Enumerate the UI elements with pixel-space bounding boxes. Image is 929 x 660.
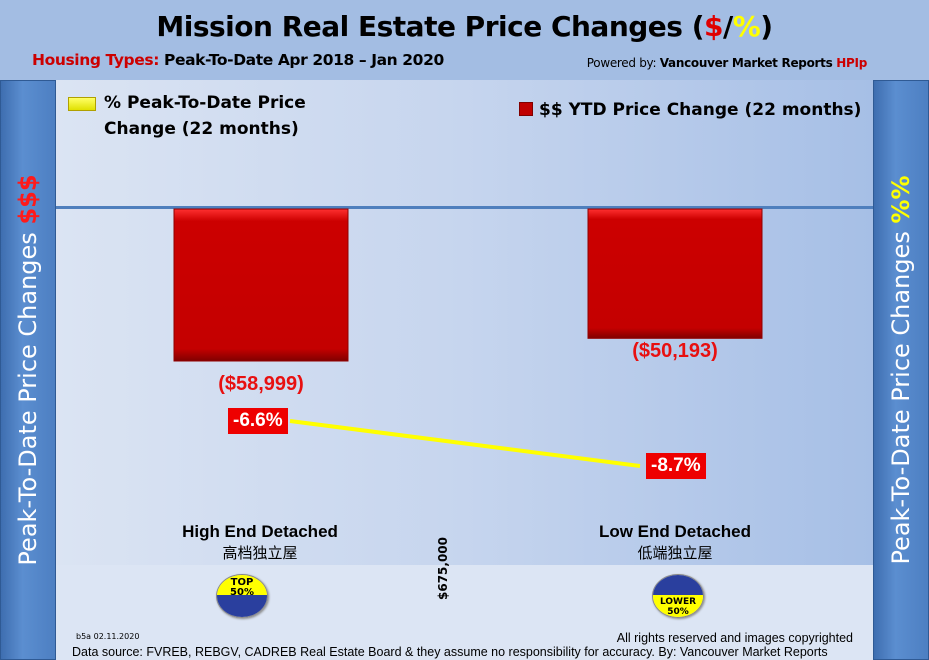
legend-bar: $$ YTD Price Change (22 months) — [519, 100, 861, 120]
bar-value-label: ($58,999) — [218, 373, 304, 395]
subtitle: Housing Types: Peak-To-Date Apr 2018 – J… — [32, 51, 444, 69]
bar-1 — [587, 208, 763, 339]
legend-line: % Peak-To-Date Price Change (22 months) — [68, 90, 306, 142]
legend-yellow-swatch-icon — [68, 97, 96, 111]
left-axis-panel: Peak-To-Date Price Changes $$$ — [0, 80, 56, 660]
footer-code: b5a 02.11.2020 — [76, 632, 140, 641]
footer-source: Data source: FVREB, REBGV, CADREB Real E… — [72, 645, 828, 659]
top-50-badge-icon: TOP 50% — [216, 574, 268, 618]
lower-50-badge-icon: LOWER 50% — [652, 574, 704, 618]
category-low-end: Low End Detached 低端独立屋 — [598, 522, 752, 562]
pct-series-line — [289, 419, 641, 468]
zero-axis-line — [56, 206, 873, 209]
divider-price-label: $675,000 — [436, 536, 450, 600]
lower-band — [56, 565, 873, 660]
powered-by: Powered by: Vancouver Market Reports HPI… — [586, 56, 868, 70]
right-axis-panel: Peak-To-Date Price Changes %% — [873, 80, 929, 660]
category-high-end: High End Detached 高档独立屋 — [182, 522, 338, 562]
legend-red-swatch-icon — [519, 102, 533, 116]
pct-value-label: -6.6% — [228, 408, 288, 434]
bar-0 — [173, 208, 349, 362]
chart-title: Mission Real Estate Price Changes ($/%) — [156, 10, 773, 43]
plot-area — [56, 80, 873, 660]
bar-value-label: ($50,193) — [632, 340, 718, 363]
pct-value-label: -8.7% — [646, 453, 706, 479]
footer-rights: All rights reserved and images copyright… — [616, 631, 853, 645]
